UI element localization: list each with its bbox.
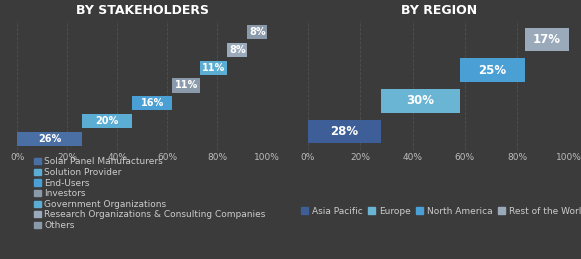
Text: 20%: 20% <box>96 116 119 126</box>
Legend: Solar Panel Manufacturers, Solution Provider, End-Users, Investors, Government O: Solar Panel Manufacturers, Solution Prov… <box>34 157 266 230</box>
Bar <box>132 96 173 110</box>
Text: 8%: 8% <box>249 27 266 37</box>
Text: 17%: 17% <box>533 33 561 46</box>
Bar <box>248 25 267 39</box>
Bar <box>227 43 248 57</box>
Text: 11%: 11% <box>202 63 225 73</box>
Bar <box>17 132 83 146</box>
Bar <box>83 114 132 128</box>
Text: 28%: 28% <box>331 125 358 138</box>
Text: 30%: 30% <box>406 94 435 107</box>
Title: BY REGION: BY REGION <box>400 4 477 17</box>
Bar <box>308 120 381 143</box>
Bar <box>525 28 569 51</box>
Text: 26%: 26% <box>38 134 62 144</box>
Bar <box>200 61 227 75</box>
Text: 25%: 25% <box>478 64 506 77</box>
Title: BY STAKEHOLDERS: BY STAKEHOLDERS <box>76 4 209 17</box>
Bar <box>173 78 200 93</box>
Bar <box>381 89 460 112</box>
Legend: Asia Pacific, Europe, North America, Rest of the World: Asia Pacific, Europe, North America, Res… <box>301 206 581 215</box>
Text: 16%: 16% <box>141 98 164 108</box>
Text: 11%: 11% <box>174 81 198 90</box>
Text: 8%: 8% <box>229 45 246 55</box>
Bar <box>460 59 525 82</box>
